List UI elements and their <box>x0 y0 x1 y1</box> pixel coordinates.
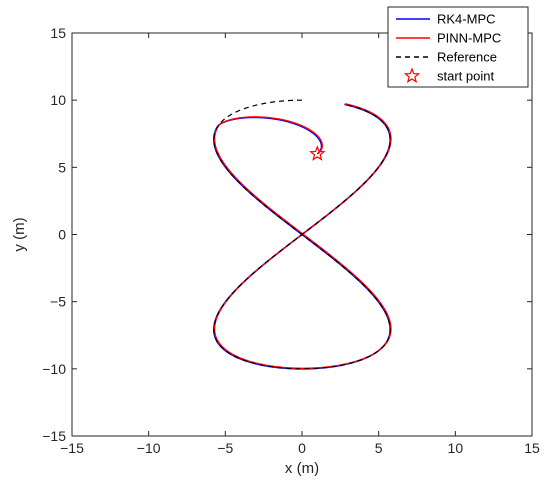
x-tick-label-4: 5 <box>375 440 383 456</box>
y-tick-label-3: 0 <box>58 227 66 243</box>
y-tick-label-5: 10 <box>50 92 66 108</box>
start-point-marker <box>309 145 326 161</box>
plot-frame <box>71 32 533 437</box>
legend-marker-3 <box>403 67 421 84</box>
legend-label-0: RK4-MPC <box>437 12 496 27</box>
legend: RK4-MPC PINN-MPC Reference start point <box>387 6 529 88</box>
legend-label-1: PINN-MPC <box>437 31 501 46</box>
lines-layer <box>213 99 392 370</box>
y-tick-label-2: −5 <box>50 294 66 310</box>
y-tick-label-6: 15 <box>50 25 66 41</box>
legend-label-3: start point <box>437 69 494 84</box>
y-tick-label-1: −10 <box>42 361 66 377</box>
x-tick-label-6: 15 <box>524 440 540 456</box>
x-tick-label-0: −15 <box>60 440 84 456</box>
legend-box <box>387 6 529 88</box>
y-tick-label-4: 5 <box>58 159 66 175</box>
series-reference <box>213 99 391 370</box>
y-axis-label: y (m) <box>11 217 28 251</box>
x-axis-label: x (m) <box>285 460 319 477</box>
x-tick-label-5: 10 <box>448 440 464 456</box>
x-tick-label-1: −10 <box>137 440 161 456</box>
y-tick-label-0: −15 <box>42 428 66 444</box>
x-tick-label-3: 0 <box>298 440 306 456</box>
legend-label-2: Reference <box>437 50 497 65</box>
x-tick-label-2: −5 <box>217 440 233 456</box>
